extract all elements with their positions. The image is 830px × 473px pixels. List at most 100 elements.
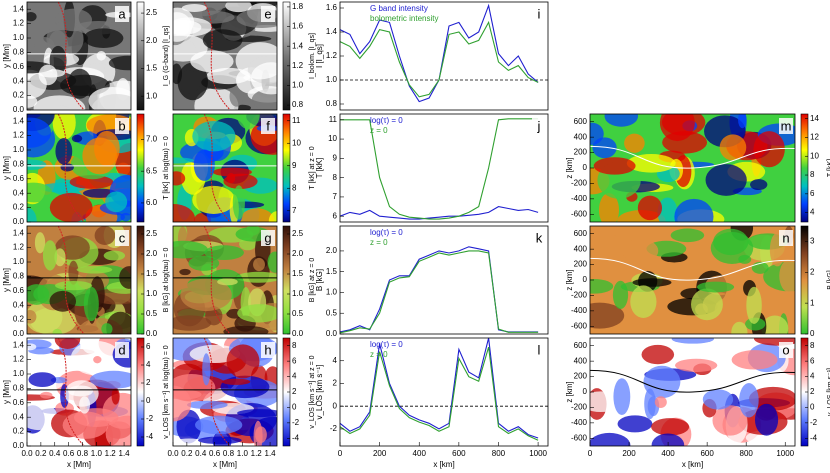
colorbar-tick-label: 14 [810,114,819,123]
heatmap-feature [705,164,747,196]
y-axis-label: y [Mm] [2,44,11,68]
y-tick-label: 0.6 [13,286,25,295]
y-tick-label: 2 [333,379,338,388]
y-tick-label: 400 [574,132,588,141]
colorbar-label: T [kK] at z = 0 [309,146,316,189]
heatmap-feature [105,191,128,213]
heatmap-feature [729,197,754,215]
heatmap-feature [217,278,238,286]
y-tick-label: -2 [330,424,338,433]
heatmap-feature [54,338,81,350]
y-tick-label: 1.2 [13,131,25,140]
y-tick-label: 0.0 [13,441,25,450]
y-tick-label: 7 [333,192,338,201]
heatmap-feature [54,248,66,267]
heatmap-feature [738,114,747,129]
contour [57,114,85,222]
colorbar-tick-label: 1.0 [292,81,304,90]
heatmap-feature [712,405,748,436]
colorbar-tick-label: 2 [292,387,297,396]
y-tick-label: -400 [571,194,588,203]
heatmap-feature [89,370,131,389]
y-tick-label: 1.2 [13,19,25,28]
heatmap-feature [691,288,723,321]
legend-entry: G band intensity [370,4,428,13]
y-tick-label: 1.4 [326,27,338,36]
y-tick-label: 9 [333,153,338,162]
series-line [339,250,539,334]
panel-label: g [264,230,271,245]
x-tick-label: 200 [373,449,387,458]
heatmap-feature [94,130,120,166]
y-axis-label: z [km] [565,269,574,290]
panel-label-box [115,342,129,358]
heatmap-feature [55,280,93,291]
heatmap [27,338,131,446]
heatmap-feature [103,250,126,261]
y-axis-label: z [km] [565,381,574,402]
heatmap-feature [590,302,625,329]
y-tick-label: 0.2 [13,203,25,212]
x-tick-label: 0.2 [181,449,193,458]
y-tick-label: 1.0 [13,33,25,42]
x-tick-label: 1000 [776,449,794,458]
heatmap-feature [593,157,636,175]
colorbar-tick-label: 6.5 [146,166,158,175]
panel-frame [172,337,278,447]
heatmap-feature [637,195,663,221]
heatmap-feature [654,396,667,409]
heatmap-feature [670,228,705,243]
colorbar-tick-label: 9 [292,161,297,170]
colorbar [136,337,145,447]
y-tick-label: 1.0 [13,369,25,378]
heatmap-feature [194,87,239,110]
y-tick-label: 1.5 [326,267,338,276]
y-tick-label: 1.0 [326,288,338,297]
colorbar-tick-label: 1.2 [292,61,304,70]
heatmap-feature [232,185,245,220]
heatmap-feature [237,304,277,323]
panel-label: a [118,6,126,21]
colorbar-tick-label: 7 [292,206,297,215]
panel-label-box [779,230,793,246]
y-tick-label: 200 [574,372,588,381]
x-tick-label: 0.6 [209,449,221,458]
y-tick-label: 0.4 [13,300,25,309]
heatmap-feature [225,2,252,13]
x-tick-label: 1.0 [237,449,249,458]
panel-frame [26,113,132,223]
heatmap-feature [626,154,676,173]
heatmap-feature [651,418,690,436]
heatmap-feature [590,348,639,356]
heatmap [27,2,131,110]
heatmap-feature [67,68,92,99]
heatmap-feature [671,338,715,344]
x-tick-label: 0 [588,449,593,458]
colorbar-tick-label: 3 [810,237,815,246]
y-tick-label: 0.4 [13,76,25,85]
heatmap-feature [632,278,672,287]
x-tick-label: 600 [700,449,714,458]
legend-entry: log(τ) = 0 [370,228,403,237]
heatmap-feature [613,378,631,416]
y-tick-label: 0.5 [326,308,338,317]
colorbar-tick-label: 4 [810,372,815,381]
colorbar-tick-label: 1.5 [292,269,304,278]
panel-label: k [536,230,543,245]
colorbar-tick-label: 2 [810,387,815,396]
colorbar-tick-label: 2.5 [146,8,158,17]
contour [203,338,231,446]
panel-label: h [264,342,271,357]
heatmap-feature [52,328,63,334]
panel-label: j [537,118,541,133]
y-tick-label: 0 [583,275,588,284]
heatmap-feature [173,157,195,164]
colorbar-tick-label: -2 [810,418,818,427]
colorbar-label: B [kG] [827,270,830,290]
colorbar-tick-label: 6 [292,356,297,365]
heatmap-feature [27,207,37,222]
colorbar [282,225,291,335]
colorbar-label: I_G (G-band) [I_qs] [163,26,170,86]
colorbar-tick-label: 8 [292,183,297,192]
colorbar-tick-label: 0.8 [292,100,304,109]
